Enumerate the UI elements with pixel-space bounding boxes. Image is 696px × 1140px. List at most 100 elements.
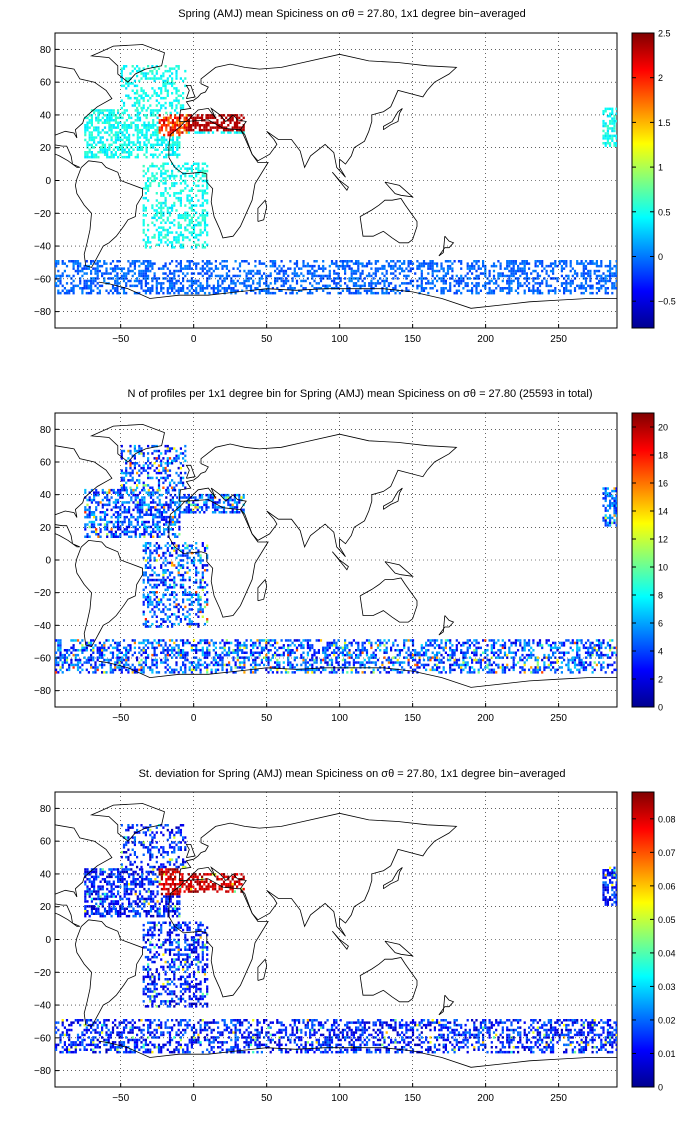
- data-cell: [222, 121, 226, 124]
- data-cell: [223, 653, 226, 657]
- data-cell: [269, 649, 272, 652]
- data-cell: [152, 498, 155, 502]
- data-cell: [142, 231, 145, 234]
- data-cell: [128, 133, 131, 137]
- data-cell: [147, 653, 150, 657]
- data-cell: [128, 148, 131, 151]
- data-cell: [179, 231, 182, 234]
- data-cell: [129, 96, 132, 100]
- data-cell: [151, 641, 154, 645]
- data-cell: [231, 506, 234, 509]
- data-cell: [211, 116, 215, 120]
- data-cell: [199, 284, 202, 288]
- data-cell: [90, 114, 93, 117]
- data-cell: [133, 671, 136, 674]
- data-cell: [206, 556, 209, 560]
- data-cell: [165, 511, 168, 514]
- data-cell: [179, 204, 182, 207]
- data-cell: [457, 260, 461, 263]
- data-cell: [499, 262, 502, 265]
- data-cell: [103, 114, 107, 117]
- data-cell: [160, 556, 163, 560]
- data-cell: [185, 511, 188, 514]
- data-cell: [125, 651, 128, 654]
- data-cell: [256, 646, 259, 650]
- data-cell: [162, 182, 165, 185]
- data-cell: [319, 274, 323, 278]
- data-cell: [122, 471, 126, 475]
- data-cell: [182, 578, 185, 582]
- data-cell: [169, 148, 172, 151]
- data-cell: [162, 74, 165, 78]
- data-cell: [138, 641, 141, 645]
- data-cell: [185, 121, 188, 124]
- data-cell: [121, 503, 124, 507]
- data-cell: [163, 511, 166, 514]
- data-cell: [70, 639, 73, 642]
- data-cell: [339, 279, 342, 283]
- data-cell: [72, 289, 75, 292]
- data-cell: [152, 146, 155, 149]
- data-cell: [160, 138, 163, 142]
- data-cell: [174, 126, 177, 129]
- data-cell: [609, 279, 612, 283]
- data-cell: [83, 646, 86, 650]
- data-cell: [164, 89, 167, 92]
- data-cell: [383, 282, 386, 285]
- data-cell: [197, 608, 200, 611]
- data-cell: [141, 488, 144, 492]
- data-cell: [591, 262, 594, 265]
- data-cell: [615, 260, 617, 263]
- data-cell: [209, 114, 212, 117]
- data-cell: [85, 267, 88, 270]
- data-cell: [109, 651, 112, 654]
- data-cell: [156, 116, 159, 120]
- data-cell: [134, 535, 137, 538]
- data-cell: [495, 282, 498, 285]
- data-cell: [600, 279, 603, 283]
- data-cell: [604, 277, 607, 280]
- data-cell: [114, 267, 117, 270]
- data-cell: [282, 269, 285, 273]
- data-cell: [203, 216, 207, 220]
- data-cell: [156, 141, 159, 144]
- data-cell: [125, 131, 128, 134]
- data-cell: [125, 65, 128, 68]
- data-cell: [103, 272, 106, 275]
- data-cell: [409, 260, 412, 263]
- data-cell: [449, 277, 452, 280]
- data-cell: [116, 267, 119, 270]
- data-cell: [228, 641, 231, 645]
- data-cell: [168, 551, 172, 555]
- y-tick-label: −60: [34, 274, 51, 285]
- data-cell: [236, 289, 239, 292]
- data-cell: [206, 620, 209, 623]
- data-cell: [177, 279, 180, 283]
- data-cell: [192, 209, 196, 212]
- data-cell: [114, 661, 117, 664]
- data-cell: [192, 644, 196, 647]
- data-cell: [422, 260, 426, 263]
- data-cell: [130, 124, 133, 127]
- data-cell: [90, 525, 93, 529]
- data-cell: [241, 649, 244, 652]
- data-cell: [109, 644, 112, 647]
- data-cell: [306, 269, 309, 273]
- data-cell: [232, 287, 235, 290]
- data-cell: [168, 598, 172, 601]
- data-cell: [280, 639, 283, 642]
- data-cell: [65, 274, 69, 278]
- data-cell: [197, 238, 200, 242]
- data-cell: [525, 277, 528, 280]
- data-cell: [136, 260, 139, 263]
- data-cell: [613, 122, 616, 125]
- data-cell: [231, 511, 234, 514]
- data-cell: [122, 449, 126, 453]
- data-cell: [188, 620, 191, 623]
- data-cell: [222, 506, 226, 509]
- data-cell: [242, 508, 245, 512]
- data-cell: [59, 668, 62, 672]
- data-cell: [206, 231, 209, 234]
- data-cell: [214, 508, 217, 512]
- data-cell: [205, 493, 208, 497]
